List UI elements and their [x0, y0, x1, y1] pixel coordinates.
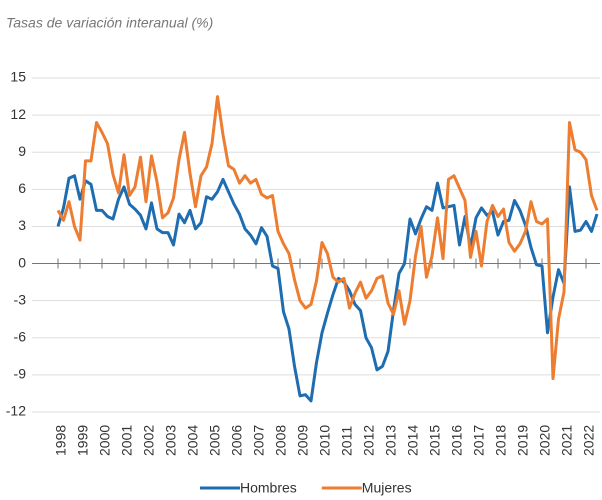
- x-tick-label: 2012: [361, 425, 377, 456]
- series-line: [56, 174, 599, 403]
- x-tick-label: 2007: [251, 425, 267, 456]
- x-tick-label: 2004: [185, 425, 201, 456]
- x-tick-label: 2006: [229, 425, 245, 456]
- y-tick-label: 12: [10, 106, 26, 122]
- x-tick-label: 2014: [405, 425, 421, 456]
- y-tick-label: 15: [10, 69, 26, 85]
- chart-title: Tasas de variación interanual (%): [6, 15, 213, 31]
- x-tick-label: 2010: [317, 425, 333, 456]
- y-tick-label: -9: [14, 366, 27, 382]
- y-tick-label: -6: [14, 328, 27, 344]
- x-tick-label: 2019: [515, 425, 531, 456]
- x-tick-label: 2013: [383, 425, 399, 456]
- x-tick-label: 2022: [581, 425, 597, 456]
- x-tick-label: 2011: [339, 426, 355, 456]
- y-tick-label: 0: [18, 254, 26, 270]
- legend-label: Hombres: [240, 480, 297, 496]
- legend-label: Mujeres: [362, 480, 412, 496]
- x-tick-label: 2002: [141, 425, 157, 456]
- x-tick-label: 2018: [493, 425, 509, 456]
- x-tick-label: 2008: [273, 425, 289, 456]
- x-tick-label: 2009: [295, 425, 311, 456]
- y-tick-label: -12: [6, 403, 26, 419]
- x-tick-label: 2017: [471, 425, 487, 456]
- x-tick-label: 2003: [163, 425, 179, 456]
- x-tick-label: 2000: [97, 425, 113, 456]
- x-tick-label: 2020: [537, 425, 553, 456]
- series-line: [56, 95, 599, 381]
- y-tick-label: 3: [18, 217, 26, 233]
- y-tick-label: -3: [14, 291, 27, 307]
- y-tick-label: 6: [18, 180, 26, 196]
- x-tick-label: 2016: [449, 425, 465, 456]
- x-tick-label: 1999: [75, 425, 91, 456]
- x-tick-label: 2015: [427, 425, 443, 456]
- x-tick-label: 2021: [559, 425, 575, 456]
- x-tick-label: 2005: [207, 425, 223, 456]
- y-tick-label: 9: [18, 143, 26, 159]
- x-tick-label: 2001: [119, 425, 135, 456]
- x-tick-label: 1998: [53, 425, 69, 456]
